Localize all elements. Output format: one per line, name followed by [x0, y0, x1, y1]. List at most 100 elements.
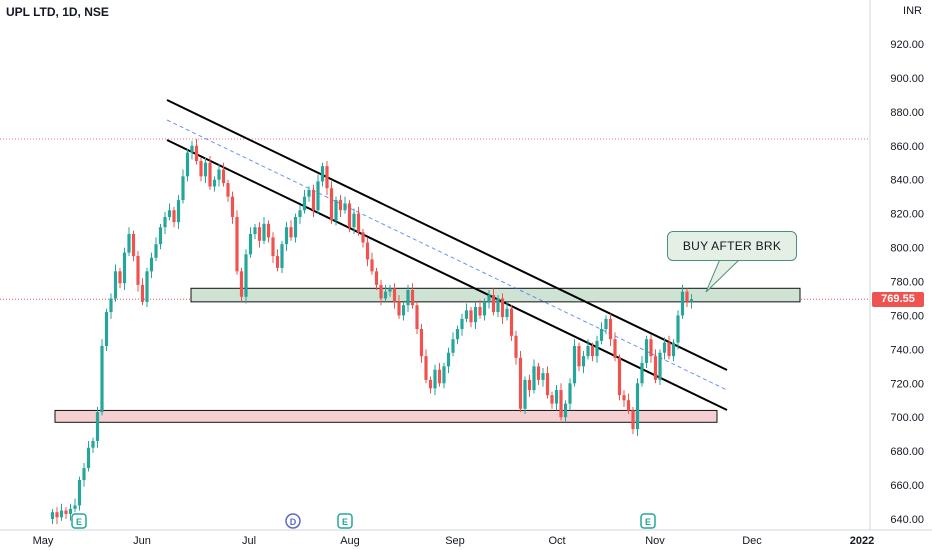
- candle-body: [410, 289, 415, 306]
- y-tick-label: 900.00: [890, 73, 924, 85]
- candle-body: [77, 479, 82, 506]
- candle-body: [320, 166, 325, 182]
- candle-body: [109, 298, 113, 313]
- callout-pointer: [705, 258, 742, 293]
- candlestick-series: [50, 139, 694, 525]
- earnings-icon: [337, 513, 353, 529]
- candle-body: [131, 234, 136, 257]
- candle-body: [338, 200, 343, 211]
- y-tick-label: 880.00: [890, 107, 924, 119]
- y-tick-label: 720.00: [890, 378, 924, 390]
- candle-body: [424, 356, 428, 380]
- candle-body: [437, 369, 442, 384]
- event-label: E: [76, 517, 82, 527]
- y-tick-label: 800.00: [890, 243, 924, 255]
- grid-lines: [0, 138, 870, 300]
- y-tick-label: 820.00: [890, 209, 924, 221]
- candle-body: [262, 223, 266, 241]
- candle-body: [104, 312, 109, 346]
- candle-body: [118, 271, 122, 284]
- candle-body: [172, 210, 176, 223]
- candle-body: [617, 357, 622, 396]
- candle-body: [221, 169, 226, 184]
- candle-body: [644, 339, 649, 363]
- candle-body: [446, 352, 451, 367]
- candle-body: [275, 256, 280, 268]
- candle-body: [487, 295, 491, 302]
- x-tick-label: Sep: [445, 535, 465, 547]
- candle-body: [532, 366, 536, 391]
- candle-body: [541, 373, 545, 380]
- candle-body: [509, 308, 514, 336]
- event-label: E: [342, 517, 348, 527]
- candle-body: [671, 342, 676, 357]
- upper-trendline: [166, 99, 728, 371]
- last-price-tag: 769.55: [872, 292, 924, 307]
- candle-body: [505, 308, 509, 318]
- candle-body: [82, 468, 86, 480]
- dividend-icon: [285, 513, 301, 529]
- candle-body: [662, 342, 667, 353]
- candle-body: [226, 183, 230, 197]
- y-tick-label: 780.00: [890, 277, 924, 289]
- candle-body: [451, 339, 455, 353]
- candle-body: [235, 217, 239, 272]
- candle-body: [631, 410, 635, 430]
- candle-body: [604, 318, 608, 329]
- candle-body: [154, 244, 158, 258]
- candle-body: [622, 395, 626, 401]
- candle-body: [523, 379, 527, 409]
- candle-body: [460, 318, 464, 329]
- price-axis[interactable]: 920.00 900.00 880.00 860.00 840.00 820.00 800.…: [869, 0, 924, 530]
- candle-body: [307, 189, 311, 197]
- candle-body: [86, 447, 91, 469]
- candle-body: [635, 383, 640, 430]
- candle-body: [545, 373, 550, 396]
- y-tick-label: 840.00: [890, 175, 924, 187]
- candle-body: [518, 357, 523, 409]
- candle-body: [239, 271, 244, 297]
- currency-label: INR: [903, 5, 922, 17]
- time-axis[interactable]: May Jun Jul Aug Sep Oct Nov Dec 2022: [0, 529, 932, 547]
- candle-body: [185, 152, 190, 177]
- candle-body: [356, 213, 361, 233]
- candle-body: [586, 345, 590, 357]
- y-tick-label: 700.00: [890, 412, 924, 424]
- callout-note[interactable]: BUY AFTER BRK: [667, 231, 797, 261]
- candle-body: [176, 200, 181, 223]
- candle-body: [244, 254, 248, 297]
- candle-body: [217, 169, 221, 180]
- candle-body: [536, 366, 541, 380]
- candle-body: [649, 339, 653, 357]
- candle-body: [514, 335, 518, 358]
- candle-body: [248, 234, 253, 255]
- support-zone: [54, 409, 718, 423]
- candle-body: [298, 210, 302, 218]
- candle-body: [136, 256, 140, 285]
- candle-body: [527, 379, 532, 391]
- candle-body: [554, 390, 559, 404]
- x-tick-label: Dec: [742, 535, 762, 547]
- candle-body: [500, 298, 505, 318]
- candle-body: [167, 210, 172, 218]
- y-tick-label: 680.00: [890, 446, 924, 458]
- x-tick-label: Oct: [548, 535, 565, 547]
- candle-body: [685, 291, 689, 302]
- candle-body: [73, 505, 77, 509]
- candle-body: [680, 291, 685, 316]
- candle-body: [406, 289, 410, 306]
- candle-body: [689, 299, 694, 302]
- candle-body: [163, 217, 167, 228]
- resistance-zone: [190, 287, 801, 303]
- candle-body: [374, 271, 379, 285]
- candle-body: [581, 356, 586, 367]
- candle-body: [284, 227, 289, 245]
- candle-body: [397, 301, 401, 316]
- candle-body: [608, 318, 613, 340]
- candle-body: [230, 196, 235, 218]
- candle-body: [599, 329, 604, 341]
- y-tick-label: 640.00: [890, 514, 924, 526]
- candle-body: [577, 345, 581, 367]
- candle-body: [401, 305, 406, 316]
